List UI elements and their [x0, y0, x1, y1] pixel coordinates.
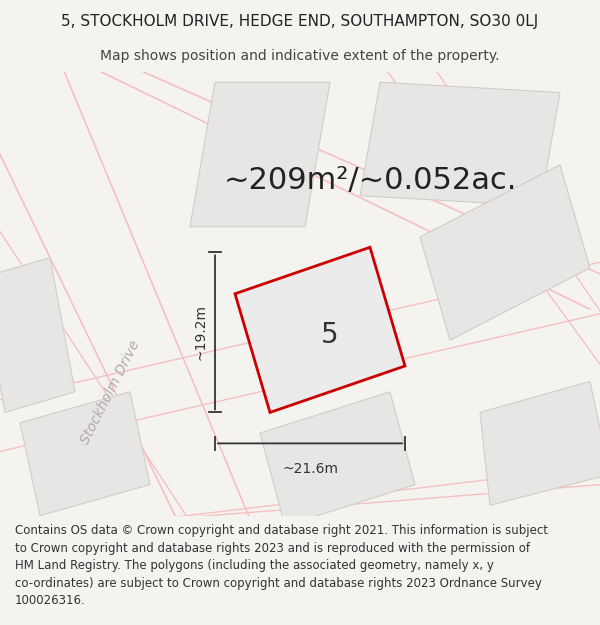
- Polygon shape: [0, 258, 75, 412]
- Text: 5: 5: [321, 321, 339, 349]
- Polygon shape: [20, 392, 150, 516]
- Polygon shape: [260, 278, 385, 397]
- Polygon shape: [190, 82, 330, 227]
- Text: ~21.6m: ~21.6m: [282, 462, 338, 476]
- Text: ~19.2m: ~19.2m: [193, 304, 207, 361]
- Text: ~209m²/~0.052ac.: ~209m²/~0.052ac.: [223, 166, 517, 195]
- Polygon shape: [260, 392, 415, 526]
- Polygon shape: [480, 381, 600, 505]
- Polygon shape: [235, 248, 405, 412]
- Polygon shape: [420, 165, 590, 340]
- Text: Contains OS data © Crown copyright and database right 2021. This information is : Contains OS data © Crown copyright and d…: [15, 524, 548, 608]
- Polygon shape: [360, 82, 560, 206]
- Text: 5, STOCKHOLM DRIVE, HEDGE END, SOUTHAMPTON, SO30 0LJ: 5, STOCKHOLM DRIVE, HEDGE END, SOUTHAMPT…: [61, 14, 539, 29]
- Text: Stockholm Drive: Stockholm Drive: [78, 338, 142, 446]
- Text: Map shows position and indicative extent of the property.: Map shows position and indicative extent…: [100, 49, 500, 63]
